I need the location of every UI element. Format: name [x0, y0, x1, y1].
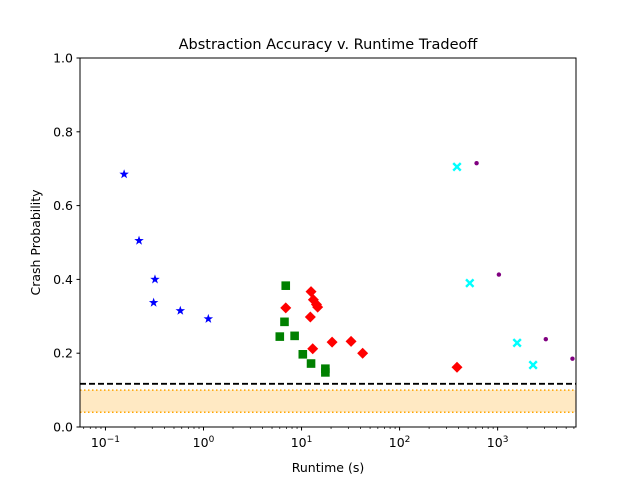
red-diamond-point	[280, 302, 292, 314]
red-diamond-point	[307, 343, 319, 355]
y-tick-label: 0.8	[53, 124, 73, 139]
cyan-x-point	[465, 278, 475, 288]
series-green-square	[275, 281, 330, 377]
green-square-point	[281, 281, 291, 290]
red-diamond-point	[451, 361, 463, 373]
blue-star-point	[148, 297, 159, 307]
blue-star-point	[203, 313, 214, 323]
red-diamond-point	[357, 347, 369, 359]
purple-dot-point	[570, 356, 575, 361]
y-tick-label: 0.4	[53, 272, 73, 287]
green-square-point	[306, 359, 316, 368]
series-red-diamond	[280, 286, 463, 373]
x-axis-label: Runtime (s)	[292, 460, 364, 475]
blue-star-point	[175, 305, 186, 315]
chart-title: Abstraction Accuracy v. Runtime Tradeoff	[179, 37, 479, 53]
y-tick-label: 1.0	[53, 51, 73, 66]
x-tick-label: 100	[193, 435, 215, 450]
x-tick-label: 101	[291, 435, 313, 450]
blue-star-point	[134, 235, 144, 245]
band-fill	[80, 390, 576, 413]
red-diamond-point	[326, 336, 338, 348]
y-tick-label: 0.6	[53, 198, 73, 213]
cyan-x-point	[512, 338, 522, 348]
red-diamond-point	[304, 311, 316, 323]
cyan-x-point	[528, 360, 538, 370]
y-axis-label: Crash Probability	[28, 189, 43, 296]
x-axis-ticks: 10−1 100 101 102 103	[83, 427, 575, 450]
green-square-point	[321, 368, 330, 377]
x-tick-label: 10−1	[91, 435, 120, 450]
green-square-point	[290, 331, 299, 341]
y-tick-label: 0.0	[53, 420, 73, 435]
x-tick-label: 103	[487, 435, 509, 450]
red-diamond-point	[305, 286, 317, 298]
cyan-x-point	[452, 162, 462, 172]
purple-dot-point	[474, 160, 479, 166]
y-axis-ticks: 0.0 0.2 0.4 0.6 0.8 1.0	[53, 51, 80, 435]
series-blue-star	[119, 169, 214, 323]
series-cyan-x	[452, 162, 538, 370]
plot-frame	[79, 57, 577, 428]
red-diamond-point	[312, 301, 324, 313]
x-tick-label: 102	[389, 435, 411, 450]
tolerance-band	[80, 389, 576, 413]
green-square-point	[275, 332, 285, 341]
purple-dot-point	[543, 336, 549, 342]
y-tick-label: 0.2	[53, 346, 73, 361]
purple-dot-point	[496, 272, 502, 277]
red-diamond-point	[345, 335, 357, 347]
data-markers	[119, 160, 575, 377]
blue-star-point	[119, 169, 129, 179]
series-purple-dot	[474, 160, 575, 361]
blue-star-point	[150, 274, 160, 284]
green-square-point	[298, 350, 308, 359]
green-square-point	[280, 317, 289, 327]
